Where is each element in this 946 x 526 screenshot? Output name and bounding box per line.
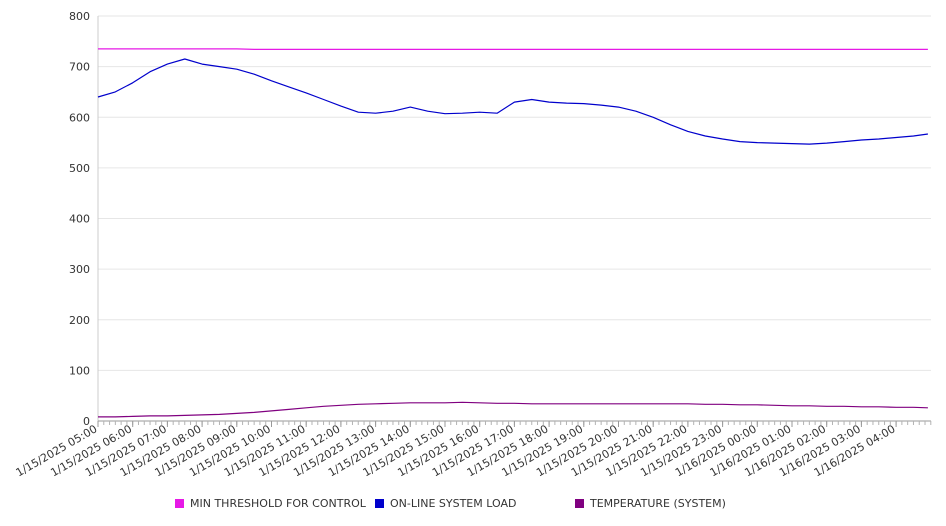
legend-item-system-load[interactable]: ON-LINE SYSTEM LOAD <box>375 497 516 510</box>
legend-swatch-temperature <box>575 499 584 508</box>
legend-item-temperature[interactable]: TEMPERATURE (SYSTEM) <box>575 497 726 510</box>
y-tick-label: 700 <box>69 61 90 74</box>
y-tick-label: 500 <box>69 162 90 175</box>
y-tick-label: 0 <box>83 415 90 428</box>
series-line-system-load <box>97 58 928 145</box>
y-tick-label: 100 <box>69 364 90 377</box>
y-tick-label: 300 <box>69 263 90 276</box>
y-tick-label: 800 <box>69 10 90 23</box>
series-line-min-threshold <box>98 48 928 51</box>
y-tick-label: 400 <box>69 213 90 226</box>
series-lines <box>97 48 928 418</box>
y-tick-label: 600 <box>69 111 90 124</box>
legend: MIN THRESHOLD FOR CONTROL ON-LINE SYSTEM… <box>0 497 946 515</box>
legend-swatch-min-threshold <box>175 499 184 508</box>
y-tick-label: 200 <box>69 314 90 327</box>
legend-swatch-system-load <box>375 499 384 508</box>
legend-label-system-load: ON-LINE SYSTEM LOAD <box>390 497 517 510</box>
grid-lines <box>98 15 931 422</box>
legend-label-min-threshold: MIN THRESHOLD FOR CONTROL <box>190 497 366 510</box>
x-axis-tick-labels: 1/15/2025 05:001/15/2025 06:001/15/2025 … <box>14 422 898 479</box>
axes <box>97 16 932 427</box>
series-line-temperature <box>98 401 928 418</box>
y-axis-tick-labels: 0 100 200 300 400 500 600 700 800 <box>69 10 90 428</box>
legend-item-min-threshold[interactable]: MIN THRESHOLD FOR CONTROL <box>175 497 366 510</box>
legend-label-temperature: TEMPERATURE (SYSTEM) <box>590 497 726 510</box>
